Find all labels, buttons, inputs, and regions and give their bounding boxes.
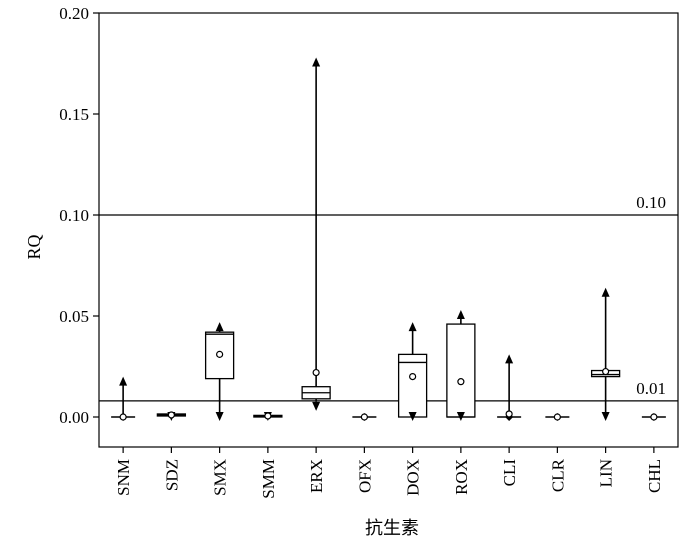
- min-marker: [408, 412, 417, 421]
- y-tick-label: 0.00: [59, 408, 89, 427]
- max-marker: [312, 57, 321, 67]
- mean-point: [312, 368, 320, 377]
- box-smm: [253, 412, 283, 421]
- box-rox: [446, 309, 476, 421]
- box-body: [446, 323, 476, 418]
- x-tick-label: SDZ: [162, 459, 181, 491]
- min-marker: [215, 412, 224, 421]
- max-marker: [456, 309, 465, 319]
- reference-lines: 0.10 0.01: [99, 193, 678, 402]
- box-plots: [111, 57, 666, 421]
- mean-point: [360, 413, 368, 421]
- reference-line-label: 0.01: [636, 379, 666, 398]
- x-tick-label: CLR: [548, 458, 567, 492]
- x-axis-title: 抗生素: [365, 518, 419, 538]
- x-tick-label: SMM: [259, 459, 278, 499]
- box-snm: [111, 376, 136, 421]
- mean-point: [505, 410, 513, 418]
- box-erx: [301, 57, 331, 411]
- mean-point: [264, 412, 272, 420]
- box-ofx: [352, 413, 377, 421]
- max-marker: [505, 354, 514, 364]
- mean-point: [119, 413, 127, 421]
- mean-point: [216, 350, 224, 358]
- max-marker: [215, 322, 224, 332]
- min-marker: [312, 401, 321, 411]
- box-clr: [545, 413, 570, 421]
- x-tick-label: LIN: [597, 459, 616, 487]
- reference-line-label: 0.10: [636, 193, 666, 212]
- x-tick-label: CLI: [500, 459, 519, 487]
- y-tick-label: 0.20: [59, 4, 89, 23]
- min-marker: [601, 412, 610, 421]
- x-axis-ticks: SNM SDZ SMX SMM ERX OFX DOX ROX CLI CLR LIN CHL: [114, 447, 664, 499]
- box-smx: [204, 322, 235, 421]
- x-tick-label: SNM: [114, 459, 133, 496]
- x-tick-label: CHL: [645, 459, 664, 493]
- min-marker: [456, 412, 465, 421]
- max-marker: [408, 322, 417, 332]
- x-tick-label: SMX: [211, 459, 230, 496]
- y-axis-title: RQ: [24, 234, 44, 259]
- x-tick-label: OFX: [355, 459, 374, 493]
- box-sdz: [156, 411, 187, 421]
- mean-point: [409, 373, 417, 381]
- x-tick-label: ERX: [307, 459, 326, 493]
- plot-frame: [98, 12, 679, 448]
- x-tick-label: ROX: [452, 459, 471, 495]
- box-lin: [590, 287, 621, 421]
- max-marker: [119, 376, 128, 386]
- y-axis-ticks: 0.00 0.05 0.10 0.15 0.20: [59, 4, 99, 427]
- mean-point: [650, 413, 658, 421]
- y-tick-label: 0.15: [59, 105, 89, 124]
- mean-point: [553, 413, 561, 421]
- mean-point: [167, 411, 175, 419]
- box-body: [397, 353, 428, 418]
- y-tick-label: 0.10: [59, 206, 89, 225]
- box-dox: [397, 322, 428, 421]
- max-marker: [601, 287, 610, 297]
- mean-point: [457, 378, 465, 386]
- x-tick-label: DOX: [404, 459, 423, 496]
- box-cli: [497, 354, 522, 421]
- y-tick-label: 0.05: [59, 307, 89, 326]
- mean-point: [602, 367, 610, 376]
- plot-border: [98, 12, 679, 448]
- box-chl: [641, 413, 666, 421]
